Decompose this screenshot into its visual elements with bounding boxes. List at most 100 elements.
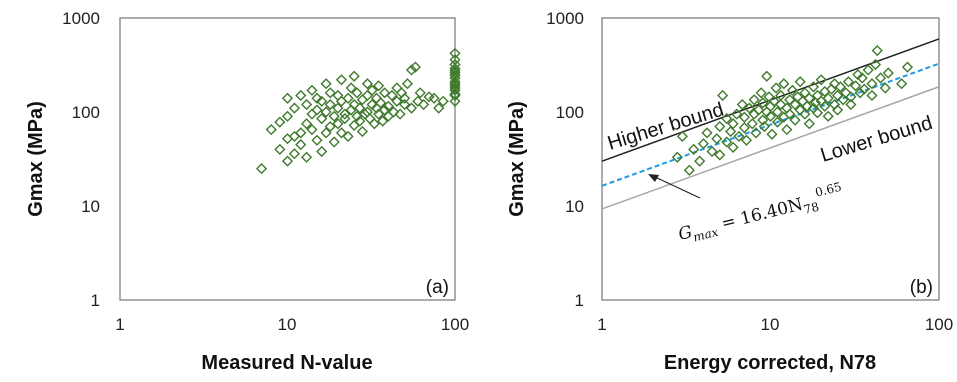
data-point (449, 47, 461, 60)
data-point (368, 118, 380, 130)
data-point (281, 155, 294, 167)
data-point (409, 61, 421, 73)
data-point (879, 82, 891, 94)
data-point (717, 89, 729, 102)
data-point (288, 148, 301, 160)
data-point (831, 89, 844, 102)
data-point (866, 89, 878, 102)
data-point (822, 92, 834, 104)
data-point (274, 143, 286, 155)
panel-label-b: (b) (910, 277, 933, 298)
equation-arrow (654, 176, 701, 199)
data-point (753, 104, 765, 116)
data-point (799, 108, 811, 120)
data-point (731, 108, 743, 120)
data-point (845, 98, 857, 111)
data-point (831, 104, 844, 116)
data-point (361, 89, 374, 102)
data-point (856, 72, 868, 84)
data-point (281, 110, 294, 122)
data-point (348, 70, 360, 82)
data-point (412, 95, 424, 107)
data-point (377, 115, 389, 127)
lower-bound-line (601, 86, 940, 210)
data-point (335, 74, 348, 86)
data-point (757, 114, 769, 126)
data-point (811, 107, 824, 119)
xtick-label: 10 (278, 315, 297, 334)
data-point (386, 89, 398, 102)
panel-label-a: (a) (426, 277, 449, 298)
data-point (789, 114, 801, 126)
data-point (854, 87, 866, 99)
fit-line (601, 62, 940, 187)
data-point (428, 92, 440, 104)
data-point (449, 78, 461, 90)
ytick-label: 1 (91, 291, 100, 310)
data-point (433, 102, 445, 114)
data-point (740, 134, 753, 146)
data-point (727, 141, 739, 154)
data-point (339, 113, 351, 125)
data-point (449, 58, 461, 71)
data-point (449, 82, 461, 94)
data-point (721, 113, 733, 125)
data-point (748, 94, 760, 106)
y-axis-ticks-b: 1 10 100 1000 (546, 9, 584, 310)
ytick-label: 1000 (546, 9, 584, 28)
data-point (379, 87, 391, 99)
x-axis-title-a: Measured N-value (201, 352, 372, 374)
data-point (311, 92, 323, 104)
data-point (701, 127, 713, 139)
data-point (306, 108, 318, 120)
data-point (882, 67, 894, 79)
eq-sup: 0.65 (814, 180, 843, 200)
data-point (871, 45, 883, 57)
data-point (366, 84, 378, 96)
data-point (896, 78, 908, 90)
ytick-label: 1 (575, 291, 584, 310)
ytick-label: 100 (72, 103, 100, 122)
data-point (316, 145, 328, 158)
y-axis-ticks-a: 1 10 100 1000 (62, 9, 100, 310)
data-point (683, 164, 695, 176)
data-point (300, 98, 313, 111)
data-point (320, 127, 332, 139)
data-point (394, 108, 406, 120)
data-point (676, 130, 688, 142)
xtick-label: 100 (441, 315, 469, 334)
data-point (815, 74, 827, 86)
data-point (766, 128, 778, 140)
data-point (901, 61, 914, 73)
data-point (743, 102, 756, 114)
data-point (405, 64, 418, 76)
data-point (733, 130, 745, 142)
panel-b: 1 10 100 1000 1 10 100 Gmax (MPa) Energy… (506, 9, 953, 374)
data-point (738, 122, 750, 134)
fit-equation-label: Gmax = 16.40N780.65 (675, 180, 846, 248)
xtick-label: 1 (597, 315, 606, 334)
data-point (391, 82, 403, 94)
data-point (837, 94, 849, 106)
data-point (356, 94, 368, 106)
eq-lhs: G (676, 222, 694, 245)
data-point (775, 98, 787, 111)
xtick-label: 100 (925, 315, 953, 334)
data-point (348, 119, 360, 132)
data-point (300, 151, 313, 163)
data-point (324, 120, 336, 133)
data-point (354, 102, 366, 114)
data-point (828, 78, 841, 90)
ytick-label: 100 (556, 103, 584, 122)
data-point (706, 145, 718, 158)
data-point (356, 125, 368, 138)
data-point (351, 87, 363, 99)
x-axis-ticks-a: 1 10 100 (115, 315, 469, 334)
data-point (328, 110, 340, 122)
data-point (281, 92, 294, 104)
data-point (850, 80, 862, 92)
data-point (265, 123, 277, 136)
data-point (738, 111, 750, 123)
data-point (727, 118, 739, 130)
